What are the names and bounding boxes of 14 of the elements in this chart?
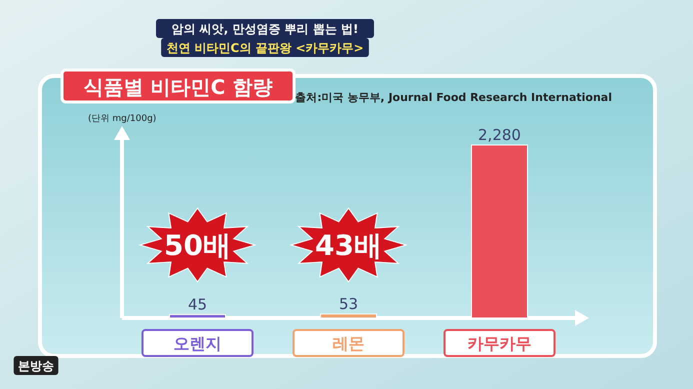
x-tick-label: 오렌지 [174,334,222,353]
x-tick-label: 레몬 [332,334,364,353]
text: 천연 비타민C의 끝판왕 <카무카무> [166,41,364,55]
text: 본방송 [18,359,54,373]
chart-title: 식품별 비타민C 함량 [84,75,272,99]
data-label: 45 [188,296,208,314]
y-axis-title: (단위 mg/100g) [88,114,156,124]
x-tick-label: 카무카무 [468,334,532,353]
data-label: 2,280 [478,126,521,144]
annotation: 50배 [164,229,231,262]
text: 암의 씨앗, 만성염증 뿌리 뽑는 법! [172,22,358,36]
annotation: 43배 [315,229,382,262]
data-label: 53 [338,294,358,313]
source-note: 출처:미국 농무부, Journal Food Research International [295,91,612,104]
